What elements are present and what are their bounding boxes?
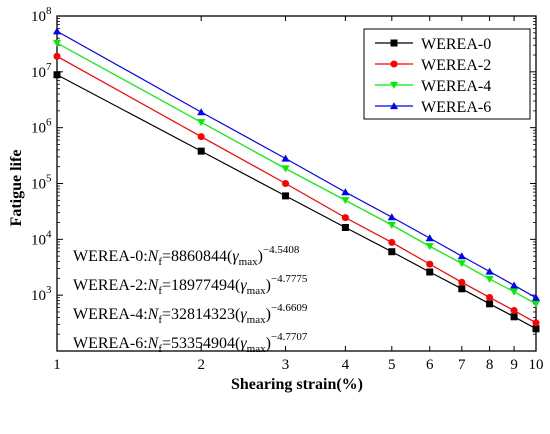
data-point bbox=[281, 165, 290, 173]
x-tick-label: 4 bbox=[342, 357, 350, 373]
data-point bbox=[425, 243, 434, 251]
data-point bbox=[387, 221, 396, 229]
data-point bbox=[510, 281, 519, 289]
series-line bbox=[56, 42, 537, 305]
fit-equation: WEREA-2:Nf=18977494(γmax)−4.7775 bbox=[73, 273, 308, 297]
data-point bbox=[485, 267, 494, 275]
series-werea-6 bbox=[52, 27, 541, 301]
data-point bbox=[197, 108, 206, 116]
fit-equations: WEREA-0:Nf=8860844(γmax)−4.5408 WEREA-2:N… bbox=[73, 244, 308, 355]
data-point bbox=[197, 147, 205, 155]
data-point bbox=[532, 319, 540, 327]
data-point bbox=[341, 197, 350, 205]
x-tick-label: 9 bbox=[510, 357, 518, 373]
series-werea-4 bbox=[52, 39, 541, 308]
data-point bbox=[53, 71, 61, 79]
legend: WEREA-0 WEREA-2 WEREA-4 WEREA-6 bbox=[363, 28, 531, 120]
data-point bbox=[458, 285, 466, 293]
legend-swatch-marker bbox=[390, 60, 398, 68]
data-point bbox=[510, 307, 518, 315]
legend-label: WEREA-4 bbox=[421, 78, 491, 95]
x-tick-label: 7 bbox=[458, 357, 466, 373]
y-axis-ticks: 103 104 105 106 107 108 bbox=[31, 5, 536, 335]
series-line bbox=[56, 55, 537, 324]
legend-label: WEREA-2 bbox=[421, 57, 491, 74]
data-point bbox=[197, 133, 205, 141]
y-tick-label: 106 bbox=[31, 117, 52, 137]
data-point bbox=[53, 52, 61, 60]
data-point bbox=[486, 293, 494, 301]
legend-swatch-marker bbox=[389, 81, 399, 89]
legend-swatch-marker bbox=[390, 39, 398, 47]
data-point bbox=[457, 252, 466, 260]
legend-label: WEREA-0 bbox=[421, 36, 491, 53]
y-tick-label: 104 bbox=[31, 228, 52, 248]
data-point bbox=[52, 39, 62, 47]
series-line bbox=[56, 30, 537, 299]
legend-label: WEREA-6 bbox=[421, 99, 491, 116]
fit-equation: WEREA-0:Nf=8860844(γmax)−4.5408 bbox=[73, 244, 300, 268]
data-point bbox=[531, 293, 541, 301]
data-point bbox=[510, 288, 519, 296]
data-point bbox=[282, 180, 290, 187]
series-line bbox=[56, 74, 537, 330]
x-tick-label: 5 bbox=[388, 357, 396, 373]
data-point bbox=[282, 192, 290, 200]
series-werea-0 bbox=[53, 71, 540, 333]
data-point bbox=[387, 213, 396, 221]
data-point bbox=[341, 214, 349, 222]
fit-equation: WEREA-4:Nf=32814323(γmax)−4.6609 bbox=[73, 302, 308, 326]
data-point bbox=[388, 238, 396, 246]
data-point bbox=[485, 275, 494, 283]
series-werea-2 bbox=[53, 52, 540, 327]
data-point bbox=[426, 260, 434, 268]
data-point bbox=[532, 325, 540, 333]
x-axis-title: Shearing strain(%) bbox=[231, 376, 363, 393]
data-point bbox=[341, 188, 350, 196]
data-point bbox=[486, 300, 494, 308]
legend-swatch-marker bbox=[389, 102, 399, 110]
series-layer bbox=[52, 27, 541, 333]
x-tick-label: 1 bbox=[53, 357, 61, 373]
y-tick-label: 107 bbox=[31, 61, 52, 81]
data-point bbox=[458, 278, 466, 286]
y-axis-title: Fatigue life bbox=[8, 150, 25, 227]
data-point bbox=[388, 248, 396, 256]
y-tick-label: 103 bbox=[31, 284, 52, 304]
y-tick-label: 105 bbox=[31, 173, 52, 193]
data-point bbox=[426, 268, 434, 276]
fit-equation: WEREA-6:Nf=53354904(γmax)−4.7707 bbox=[73, 331, 308, 355]
data-point bbox=[197, 119, 206, 127]
x-tick-label: 10 bbox=[529, 357, 544, 373]
data-point bbox=[510, 313, 518, 321]
data-point bbox=[425, 234, 434, 242]
data-point bbox=[52, 27, 62, 35]
data-point bbox=[531, 300, 541, 308]
data-point bbox=[457, 260, 466, 268]
x-tick-label: 3 bbox=[282, 357, 290, 373]
x-tick-label: 6 bbox=[426, 357, 434, 373]
data-point bbox=[341, 223, 349, 231]
x-tick-label: 8 bbox=[486, 357, 494, 373]
x-axis-ticks: 1 2 3 4 5 6 7 8 9 10 bbox=[53, 16, 544, 373]
data-point bbox=[281, 154, 290, 162]
y-tick-label: 108 bbox=[31, 5, 52, 25]
x-tick-label: 2 bbox=[197, 357, 205, 373]
